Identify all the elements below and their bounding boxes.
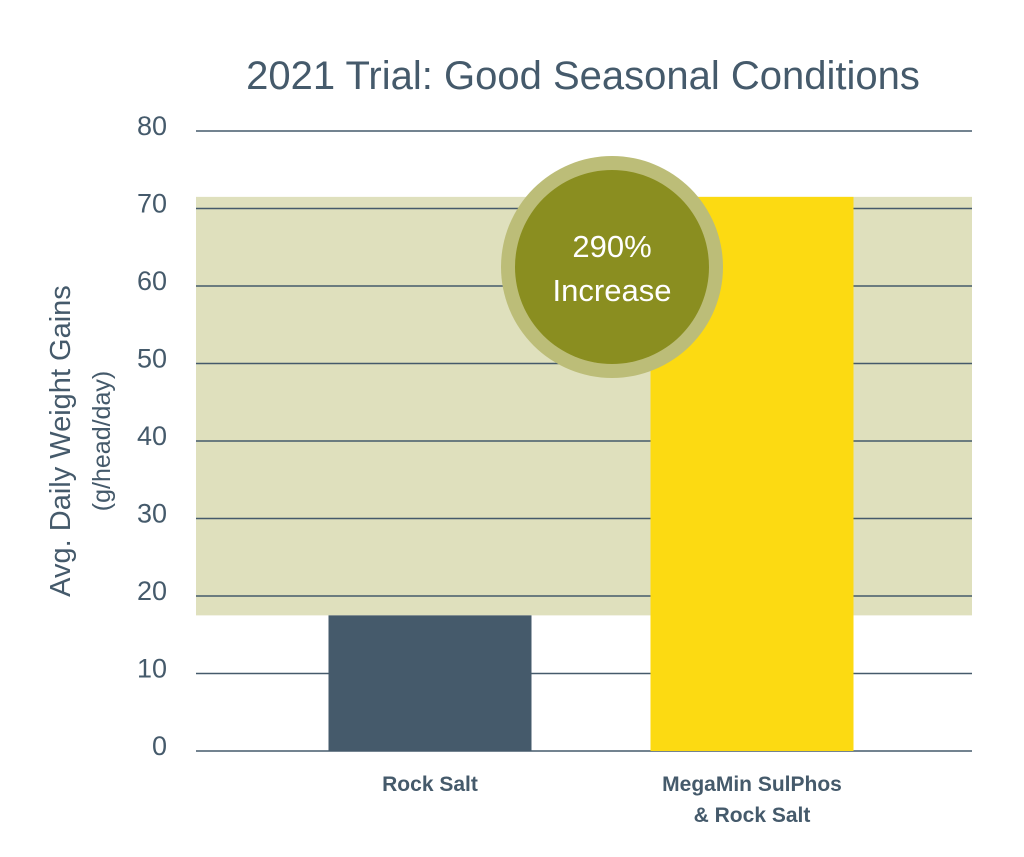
bars (328, 196, 854, 751)
y-tick-label: 10 (137, 654, 167, 684)
x-tick-label: MegaMin SulPhos (662, 773, 842, 796)
x-tick-label: & Rock Salt (694, 804, 811, 827)
y-tick-label: 80 (137, 111, 167, 141)
x-tick-label: Rock Salt (382, 773, 478, 796)
x-axis-labels: Rock Salt MegaMin SulPhos & Rock Salt (382, 773, 842, 827)
y-tick-label: 20 (137, 576, 167, 606)
y-axis-unit: (g/head/day) (88, 371, 116, 511)
y-tick-label: 40 (137, 421, 167, 451)
y-tick-label: 0 (152, 731, 167, 761)
y-tick-label: 30 (137, 499, 167, 529)
y-tick-label: 60 (137, 266, 167, 296)
chart-title: 2021 Trial: Good Seasonal Conditions (246, 54, 920, 98)
badge-core (515, 170, 709, 364)
increase-badge: 290% Increase (501, 156, 723, 378)
bar (328, 615, 532, 751)
badge-increase-label: Increase (553, 273, 672, 308)
badge-percent-label: 290% (572, 229, 651, 264)
y-tick-label: 70 (137, 189, 167, 219)
y-tick-label: 50 (137, 344, 167, 374)
y-axis-label: Avg. Daily Weight Gains (45, 285, 77, 597)
y-axis-ticks: 0 10 20 30 40 50 60 70 80 (137, 111, 167, 761)
